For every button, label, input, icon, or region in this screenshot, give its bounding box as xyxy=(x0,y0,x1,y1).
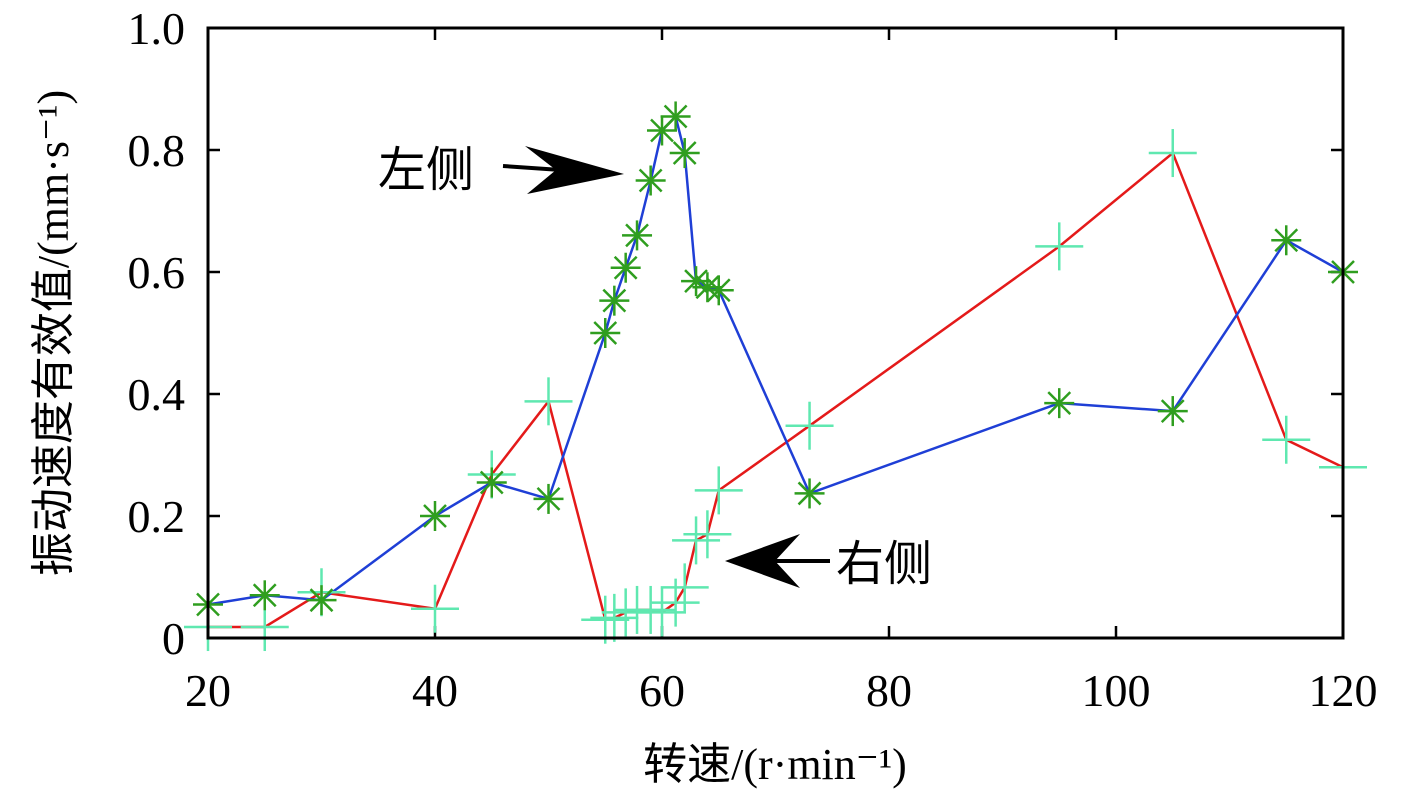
data-point xyxy=(1035,222,1084,271)
data-point xyxy=(669,138,700,169)
data-point xyxy=(590,318,621,348)
x-axis-title: 转速/(r·min⁻¹) xyxy=(643,740,907,789)
annotation-left-label: 左侧 xyxy=(378,144,474,197)
data-point xyxy=(524,377,573,426)
x-tick-label: 120 xyxy=(1309,665,1378,716)
data-point xyxy=(622,220,653,251)
data-point xyxy=(610,252,641,283)
x-tick-label: 80 xyxy=(866,665,912,716)
y-tick-label: 0.4 xyxy=(128,369,186,420)
data-point xyxy=(635,165,666,196)
data-point xyxy=(794,478,825,509)
data-point xyxy=(683,510,732,559)
x-tick-label: 40 xyxy=(412,665,458,716)
data-point xyxy=(1157,396,1188,427)
data-point xyxy=(703,275,734,306)
data-point xyxy=(306,585,337,616)
data-point xyxy=(599,285,630,316)
y-tick-label: 0.2 xyxy=(128,491,186,542)
y-tick-label: 1.0 xyxy=(128,3,186,54)
data-point xyxy=(785,401,834,450)
tick-labels: 20 40 60 80 100 120 0 0.2 0.4 0.6 0.8 1.0 xyxy=(128,3,1378,716)
data-point xyxy=(1148,129,1197,178)
data-point xyxy=(638,588,686,637)
plot-frame xyxy=(206,26,1345,640)
data-point xyxy=(533,483,564,514)
annotation-left-arrow-head xyxy=(525,146,624,194)
data-point xyxy=(581,595,630,644)
y-axis-title: 振动速度有效值/(mm·s⁻¹) xyxy=(29,90,78,576)
data-point xyxy=(647,115,677,146)
data-point xyxy=(651,578,700,627)
x-tick-label: 100 xyxy=(1082,665,1151,716)
series-line-左侧 xyxy=(207,114,1344,606)
data-point xyxy=(660,563,709,612)
data-point xyxy=(249,580,280,611)
data-point xyxy=(660,101,691,132)
annotation-right: 右侧 xyxy=(725,534,932,591)
data-point xyxy=(1044,388,1075,419)
data-point xyxy=(626,585,675,634)
data-point xyxy=(476,467,507,498)
data-point xyxy=(1271,225,1302,256)
series-markers xyxy=(184,101,1367,652)
data-point xyxy=(590,593,639,642)
annotation-right-arrow-head xyxy=(725,534,800,588)
y-tick-label: 0.8 xyxy=(128,125,186,176)
data-point xyxy=(240,603,289,652)
data-point xyxy=(420,501,450,531)
annotation-left: 左侧 xyxy=(378,144,624,197)
y-tick-label: 0.6 xyxy=(128,247,186,298)
data-point xyxy=(694,466,743,515)
y-tick-label: 0 xyxy=(162,613,185,664)
annotation-right-label: 右侧 xyxy=(836,538,932,591)
data-point xyxy=(411,584,459,633)
data-point xyxy=(672,516,721,565)
x-tick-label: 60 xyxy=(639,665,685,716)
x-tick-label: 20 xyxy=(185,665,231,716)
data-point xyxy=(1262,415,1311,464)
